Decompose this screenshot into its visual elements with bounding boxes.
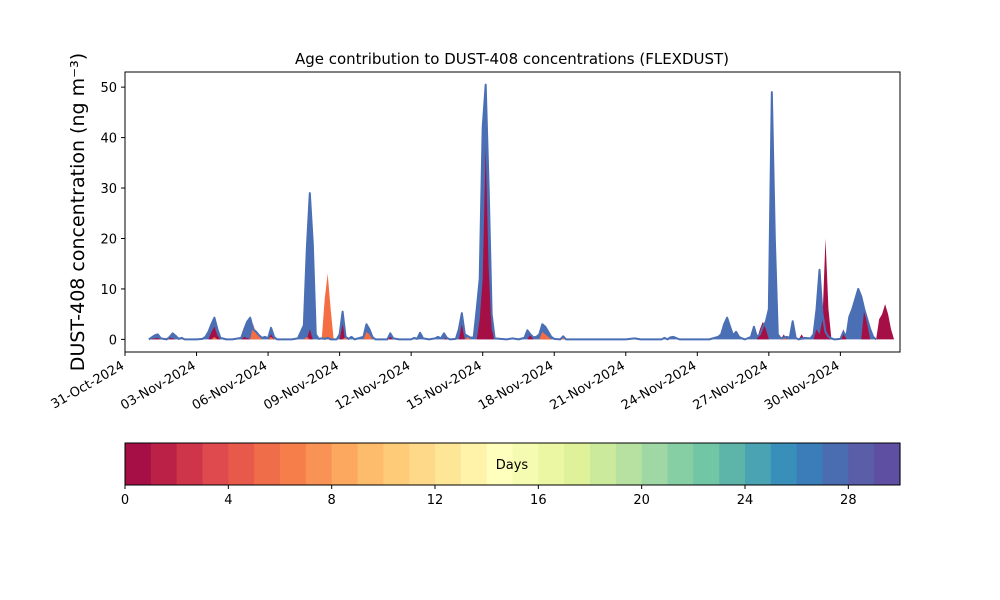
colorbar-band (409, 443, 436, 485)
y-tick-label: 10 (100, 283, 117, 298)
total-concentration-line (148, 83, 877, 341)
y-tick-label: 20 (100, 232, 117, 247)
y-axis-label: DUST-408 concentration (ng m⁻³) (67, 53, 89, 371)
colorbar-band (848, 443, 875, 485)
colorbar-ticks: 0 4 8 12 16 20 24 28 (121, 485, 857, 508)
colorbar-band (874, 443, 901, 485)
y-tick-label: 40 (100, 132, 117, 147)
y-tick-label: 0 (109, 333, 117, 348)
colorbar-band (693, 443, 720, 485)
colorbar: Days 0 4 8 12 16 20 24 28 (121, 442, 901, 508)
y-tick-label: 30 (100, 182, 117, 197)
colorbar-frame (124, 442, 901, 486)
colorbar-tick-label: 8 (328, 493, 336, 508)
colorbar-band (254, 443, 281, 485)
colorbar-tick-label: 0 (121, 493, 129, 508)
colorbar-tick-label: 16 (530, 493, 547, 508)
colorbar-band (202, 443, 229, 485)
colorbar-tick-label: 24 (737, 493, 754, 508)
colorbar-band (667, 443, 694, 485)
colorbar-band (615, 443, 643, 485)
colorbar-band (383, 443, 410, 485)
colorbar-band (176, 443, 204, 485)
colorbar-band (150, 443, 178, 485)
chart-title: Age contribution to DUST-408 concentrati… (295, 50, 729, 68)
colorbar-tick-label: 20 (633, 493, 650, 508)
colorbar-bands (125, 443, 901, 485)
plot-frame (124, 71, 901, 353)
colorbar-band (822, 443, 849, 485)
colorbar-band (564, 443, 591, 485)
colorbar-band (719, 443, 746, 485)
y-tick-label: 50 (100, 81, 117, 96)
colorbar-band (486, 443, 514, 485)
plot-area (124, 71, 901, 353)
colorbar-band (125, 443, 152, 485)
colorbar-tick-label: 12 (427, 493, 444, 508)
colorbar-band (512, 443, 539, 485)
colorbar-band (460, 443, 488, 485)
colorbar-band (796, 443, 824, 485)
colorbar-tick-label: 4 (224, 493, 232, 508)
age-areas (148, 84, 895, 340)
colorbar-band (745, 443, 772, 485)
colorbar-band (305, 443, 333, 485)
colorbar-band (538, 443, 565, 485)
colorbar-band (331, 443, 359, 485)
age-area-1 (178, 273, 787, 340)
colorbar-band (357, 443, 384, 485)
colorbar-tick-label: 28 (840, 493, 857, 508)
y-axis-ticks: 0 10 20 30 40 50 (100, 81, 125, 348)
colorbar-label: Days (496, 458, 529, 473)
colorbar-band (590, 443, 617, 485)
colorbar-band (641, 443, 669, 485)
colorbar-band (228, 443, 255, 485)
colorbar-band (435, 443, 462, 485)
colorbar-band (280, 443, 307, 485)
colorbar-band (770, 443, 798, 485)
